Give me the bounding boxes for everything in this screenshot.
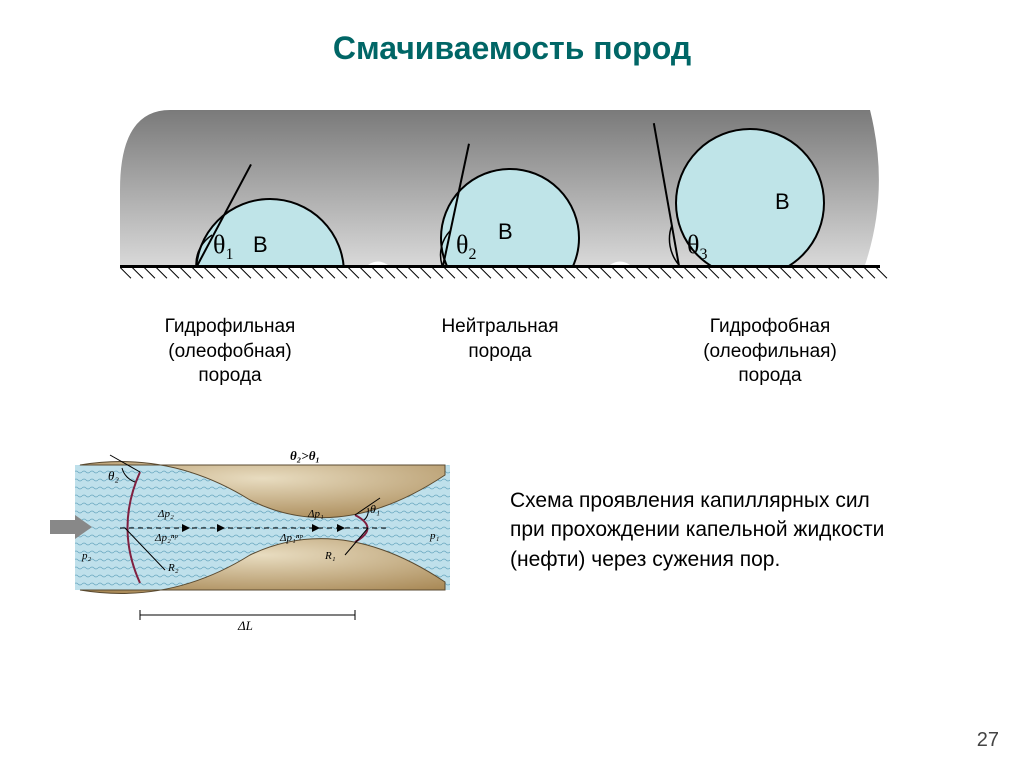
cap-theta1: θ₁: [370, 502, 380, 517]
case-label-neutral: Нейтральная порода: [390, 315, 610, 389]
page-number: 27: [977, 729, 999, 752]
wettability-diagram: θ1 θ2 θ3 В В В: [120, 110, 880, 300]
capillary-description: Схема проявления капиллярных сил при про…: [510, 486, 910, 574]
theta-label-1: θ1: [213, 230, 233, 264]
cap-theta2: θ₂: [108, 468, 119, 484]
cap-dp2: Δp₂: [158, 508, 174, 520]
b-label-1: В: [253, 232, 268, 258]
case-label-hydrophobic: Гидрофобная (олеофильная) порода: [660, 315, 880, 389]
theta-label-2: θ2: [456, 230, 476, 264]
b-label-2: В: [498, 219, 513, 245]
cap-dp2pr: Δp₂ⁿᵖ: [155, 532, 177, 544]
theta-label-3: θ3: [687, 230, 707, 264]
cap-theta-rel: θ₂>θ₁: [290, 448, 320, 464]
cap-p2: p₂: [82, 550, 91, 562]
hatching: [120, 268, 880, 283]
cap-dp1: Δp₁: [308, 508, 324, 520]
page-title: Смачиваемость пород: [0, 0, 1024, 67]
cap-dl: ΔL: [238, 618, 253, 634]
case-label-hydrophilic: Гидрофильная (олеофобная) порода: [120, 315, 340, 389]
cap-r2: R₂: [168, 562, 179, 574]
capillary-diagram: θ₂ θ₂>θ₁ θ₁ Δp₂ Δp₁ Δp₂ⁿᵖ Δp₁ⁿᵖ R₂ R₁ p₂…: [50, 420, 470, 640]
capillary-section: θ₂ θ₂>θ₁ θ₁ Δp₂ Δp₁ Δp₂ⁿᵖ Δp₁ⁿᵖ R₂ R₁ p₂…: [50, 420, 950, 640]
case-labels: Гидрофильная (олеофобная) порода Нейтрал…: [120, 315, 880, 389]
cap-p1: p₁: [430, 530, 439, 542]
b-label-3: В: [775, 189, 790, 215]
cap-dp1pr: Δp₁ⁿᵖ: [280, 532, 302, 544]
cap-r1: R₁: [325, 550, 336, 562]
